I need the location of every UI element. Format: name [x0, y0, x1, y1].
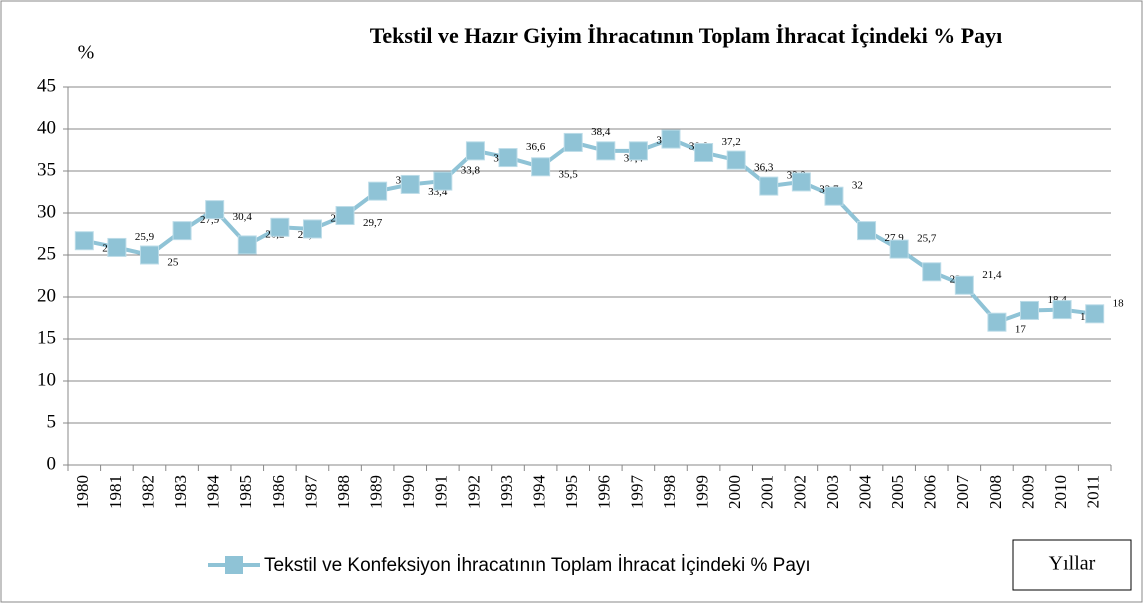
marker: [74, 231, 94, 251]
marker: [791, 172, 811, 192]
marker: [857, 221, 877, 241]
marker: [1020, 300, 1040, 320]
data-label: 37,2: [722, 136, 741, 148]
x-tick-label: 2004: [855, 475, 874, 510]
chart-title: Tekstil ve Hazır Giyim İhracatının Topla…: [370, 23, 1003, 48]
x-tick-label: 1980: [73, 475, 92, 509]
marker: [889, 239, 909, 259]
marker: [1052, 300, 1072, 320]
y-tick-label: 25: [37, 243, 56, 264]
x-tick-label: 2007: [953, 475, 972, 510]
x-tick-label: 1981: [106, 475, 125, 509]
x-tick-label: 2008: [986, 475, 1005, 509]
marker: [139, 245, 159, 265]
x-tick-label: 1995: [562, 475, 581, 509]
marker: [1085, 304, 1105, 324]
x-tick-label: 1997: [627, 475, 646, 510]
x-tick-label: 1983: [171, 475, 190, 509]
x-tick-label: 1991: [432, 475, 451, 509]
marker: [596, 141, 616, 161]
data-label: 36,3: [754, 162, 774, 174]
x-tick-label: 1993: [497, 475, 516, 509]
data-label: 36,6: [526, 141, 546, 153]
y-tick-label: 40: [37, 117, 56, 138]
marker: [400, 174, 420, 194]
x-tick-label: 1996: [595, 475, 614, 509]
data-label: 30,4: [233, 211, 253, 223]
data-label: 18: [1113, 297, 1125, 309]
marker: [107, 237, 127, 257]
marker: [302, 219, 322, 239]
marker: [954, 275, 974, 295]
x-tick-label: 1984: [204, 475, 223, 510]
x-axis-label: Yıllar: [1049, 553, 1096, 575]
y-tick-label: 20: [37, 285, 56, 306]
marker: [237, 235, 257, 255]
x-tick-label: 1998: [660, 475, 679, 509]
data-label: 21,4: [982, 269, 1002, 281]
marker: [465, 141, 485, 161]
x-tick-label: 1989: [367, 475, 386, 509]
marker: [335, 206, 355, 226]
x-tick-label: 2011: [1084, 475, 1103, 508]
x-tick-label: 2002: [790, 475, 809, 509]
marker: [531, 157, 551, 177]
data-label: 25,9: [135, 231, 155, 243]
marker: [433, 171, 453, 191]
x-label-box: [1012, 539, 1132, 591]
x-tick-label: 1999: [692, 475, 711, 509]
y-tick-label: 5: [47, 411, 57, 432]
y-tick-label: 30: [37, 201, 56, 222]
data-label: 17: [1015, 324, 1026, 336]
data-label: 33,8: [461, 165, 481, 177]
marker: [270, 217, 290, 237]
x-tick-label: 1987: [301, 475, 320, 510]
y-tick-label: 0: [47, 453, 57, 474]
y-tick-label: 35: [37, 159, 56, 180]
data-label: 29,7: [363, 217, 383, 229]
x-tick-label: 2000: [725, 475, 744, 509]
marker: [694, 143, 714, 163]
marker: [759, 176, 779, 196]
x-tick-label: 1994: [530, 475, 549, 510]
y-axis-label: %: [78, 42, 95, 64]
x-tick-label: 2009: [1018, 475, 1037, 509]
x-tick-label: 1990: [399, 475, 418, 509]
marker: [172, 221, 192, 241]
marker: [563, 132, 583, 152]
marker: [205, 200, 225, 220]
marker: [987, 312, 1007, 332]
marker: [922, 262, 942, 282]
marker: [368, 181, 388, 201]
legend-label: Tekstil ve Konfeksiyon İhracatının Topla…: [264, 555, 811, 576]
x-tick-label: 2005: [888, 475, 907, 509]
x-tick-label: 2001: [758, 475, 777, 509]
x-tick-label: 1982: [138, 475, 157, 509]
marker: [628, 141, 648, 161]
x-tick-label: 1986: [269, 475, 288, 509]
data-label: 32: [852, 180, 863, 192]
x-tick-label: 1988: [334, 475, 353, 509]
x-tick-label: 1992: [464, 475, 483, 509]
x-tick-label: 2003: [823, 475, 842, 509]
legend-marker: [225, 556, 243, 574]
data-label: 25,7: [917, 233, 937, 245]
data-label: 38,4: [591, 126, 611, 138]
y-tick-label: 10: [37, 369, 56, 390]
y-tick-label: 45: [37, 75, 56, 96]
marker: [726, 150, 746, 170]
data-label: 35,5: [559, 168, 579, 180]
marker: [661, 129, 681, 149]
data-label: 25: [167, 257, 179, 269]
x-tick-label: 2006: [921, 475, 940, 509]
x-tick-label: 1985: [236, 475, 255, 509]
marker: [498, 148, 518, 168]
x-tick-label: 2010: [1051, 475, 1070, 509]
y-tick-label: 15: [37, 327, 56, 348]
marker: [824, 186, 844, 206]
